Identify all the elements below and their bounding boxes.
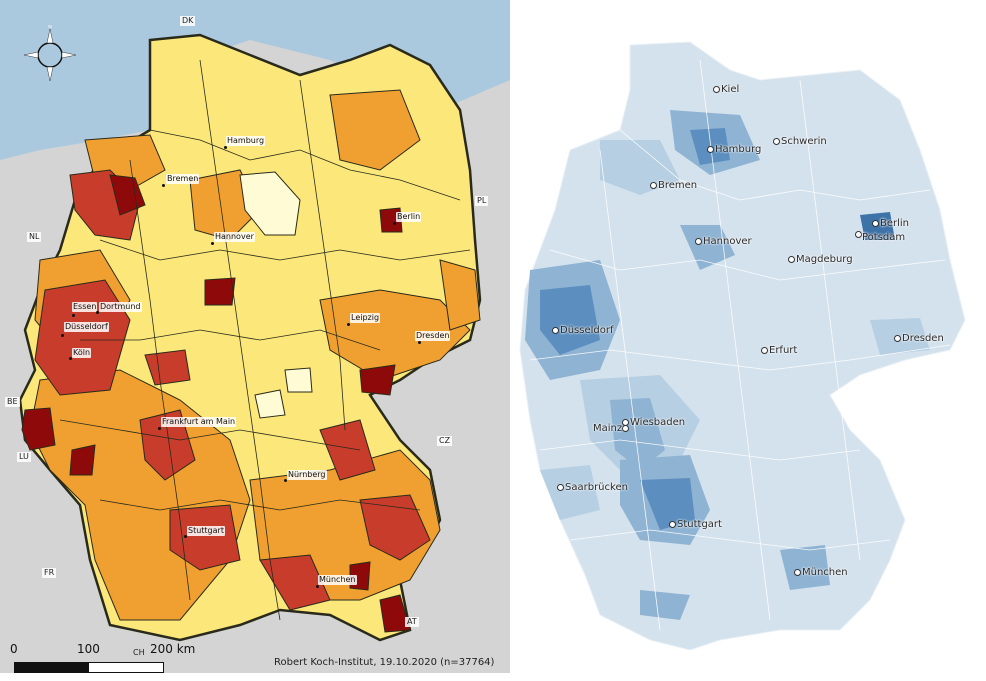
country-label-cz: CZ bbox=[437, 436, 453, 446]
city-label-duesseldorf: Düsseldorf bbox=[560, 325, 614, 336]
left-map-graphic bbox=[0, 0, 510, 642]
incidence-map-blue: Kiel Hamburg Schwerin Bremen Berlin Pots… bbox=[512, 0, 986, 681]
city-label-stuttgart: Stuttgart bbox=[187, 526, 225, 536]
scale-label-0: 0 bbox=[10, 642, 18, 656]
city-label-muenchen: München bbox=[802, 567, 848, 578]
country-label-lu: LU bbox=[17, 452, 31, 462]
city-label-bremen: Bremen bbox=[658, 180, 698, 191]
scale-label-100: 100 bbox=[77, 642, 100, 656]
city-label-hannover: Hannover bbox=[214, 232, 255, 242]
city-label-potsdam: Potsdam bbox=[862, 232, 906, 243]
city-label-nuernberg: Nürnberg bbox=[287, 470, 327, 480]
city-label-hamburg: Hamburg bbox=[715, 144, 762, 155]
city-label-dresden: Dresden bbox=[415, 331, 451, 341]
scale-label-200: 200 km bbox=[150, 642, 196, 656]
city-label-mainz: Mainz bbox=[593, 423, 623, 434]
city-label-wiesbaden: Wiesbaden bbox=[630, 417, 686, 428]
city-label-stuttgart: Stuttgart bbox=[677, 519, 722, 530]
city-label-berlin: Berlin bbox=[396, 212, 422, 222]
country-label-nl: NL bbox=[27, 232, 42, 242]
city-label-erfurt: Erfurt bbox=[769, 345, 798, 356]
country-label-dk: DK bbox=[180, 16, 196, 26]
city-label-saarbruecken: Saarbrücken bbox=[565, 482, 628, 493]
incidence-map-rki: N DK NL BE LU FR CH AT CZ PL Hamburg Bre… bbox=[0, 0, 510, 673]
country-label-pl: PL bbox=[475, 196, 489, 206]
city-label-hamburg: Hamburg bbox=[226, 136, 266, 146]
city-label-essen: Essen bbox=[72, 302, 98, 312]
city-label-schwerin: Schwerin bbox=[781, 136, 827, 147]
city-label-magdeburg: Magdeburg bbox=[796, 254, 853, 265]
city-label-dortmund: Dortmund bbox=[99, 302, 142, 312]
country-label-at: AT bbox=[405, 617, 419, 627]
scale-bar bbox=[14, 662, 164, 673]
country-label-be: BE bbox=[5, 397, 20, 407]
city-label-kiel: Kiel bbox=[721, 84, 740, 95]
city-label-koeln: Köln bbox=[72, 348, 92, 358]
source-credit: Robert Koch-Institut, 19.10.2020 (n=3776… bbox=[274, 657, 495, 668]
compass-rose-icon: N bbox=[20, 25, 80, 85]
city-label-duesseldorf: Düsseldorf bbox=[64, 322, 109, 332]
svg-text:N: N bbox=[48, 25, 52, 30]
city-label-frankfurt: Frankfurt am Main bbox=[161, 417, 237, 427]
country-label-fr: FR bbox=[42, 568, 57, 578]
city-label-hannover: Hannover bbox=[703, 236, 752, 247]
city-label-leipzig: Leipzig bbox=[350, 313, 381, 323]
city-label-muenchen: München bbox=[318, 575, 357, 585]
city-label-dresden: Dresden bbox=[902, 333, 944, 344]
city-label-berlin: Berlin bbox=[880, 218, 910, 229]
right-map-graphic bbox=[519, 41, 966, 651]
country-label-ch: CH bbox=[133, 648, 145, 657]
city-label-bremen: Bremen bbox=[166, 174, 200, 184]
